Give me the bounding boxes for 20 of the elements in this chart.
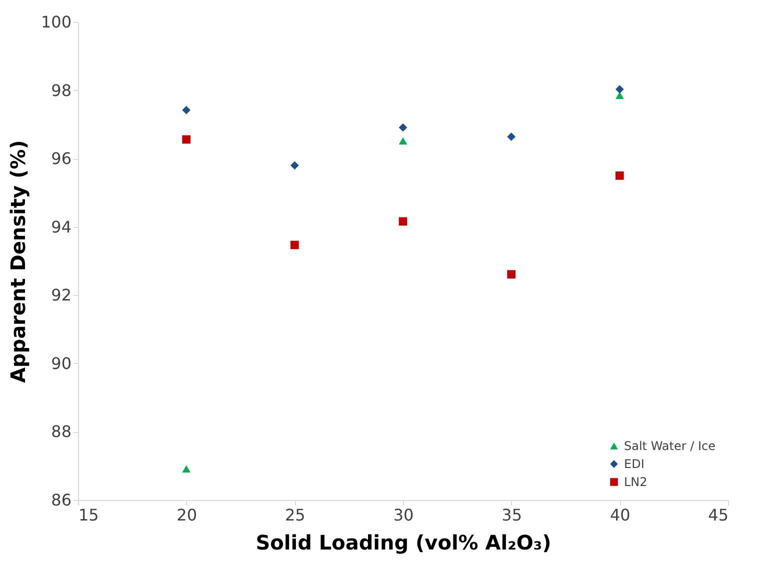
y-tick-label: 94 — [51, 217, 72, 236]
x-tick-label: 15 — [78, 506, 99, 524]
y-tick-label: 86 — [51, 490, 72, 510]
x-tick-label: 30 — [393, 506, 414, 524]
x-tick-label: 45 — [708, 506, 728, 524]
y-tick-label: 96 — [51, 149, 72, 168]
legend-label: LN2 — [624, 475, 648, 489]
y-tick-label: 92 — [51, 286, 72, 305]
x-tick-label: 25 — [284, 506, 306, 524]
y-tick-label: 100 — [40, 12, 72, 32]
legend-label: EDI — [624, 457, 644, 471]
y-tick-label: 98 — [51, 80, 72, 100]
x-axis-title: Solid Loading (vol% Al₂O₃) — [256, 530, 552, 554]
y-axis-title: Apparent Density (%) — [6, 140, 30, 383]
x-tick-label: 20 — [176, 506, 198, 524]
x-tick-label: 35 — [502, 506, 522, 524]
y-tick-label: 88 — [51, 422, 72, 442]
legend-label: Salt Water / Ice — [624, 439, 716, 453]
y-tick-label: 90 — [51, 354, 72, 373]
x-tick-label: 40 — [610, 506, 630, 524]
